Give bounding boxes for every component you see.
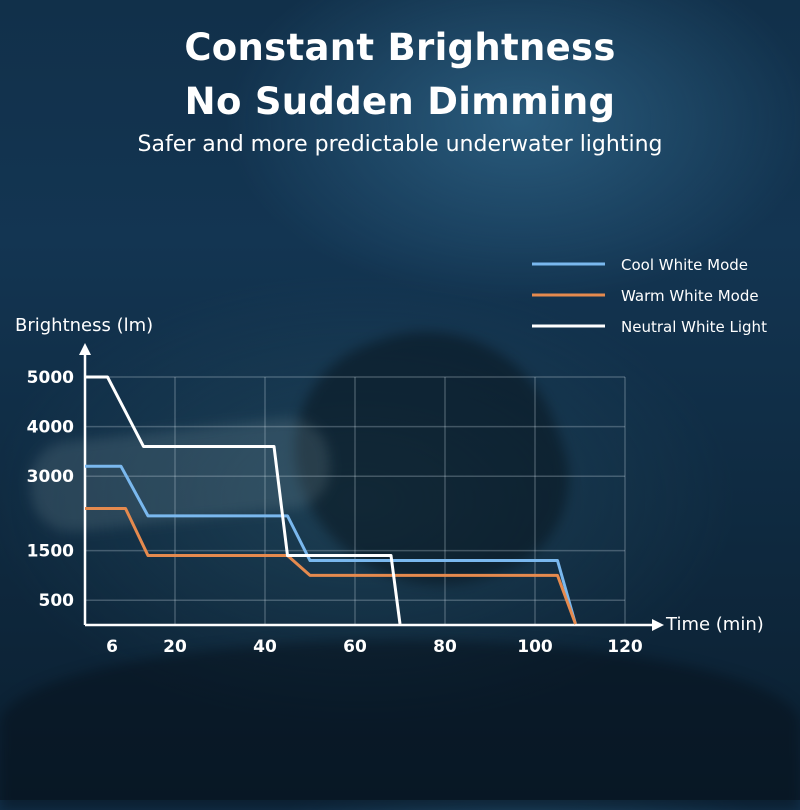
x-axis-label: Time (min) [665, 614, 764, 635]
y-axis-label: Brightness (lm) [15, 315, 153, 336]
x-tick-label: 40 [253, 637, 277, 657]
legend-label: Cool White Mode [621, 256, 748, 274]
x-axis-arrow [652, 619, 664, 631]
x-tick-label: 6 [106, 637, 118, 657]
series-line [85, 375, 402, 625]
y-axis-arrow [79, 343, 91, 355]
series-line [85, 506, 577, 625]
y-tick-label: 500 [39, 591, 75, 611]
y-tick-labels: 500 1500 3000 4000 5000 [27, 368, 74, 611]
y-tick-label: 4000 [27, 418, 74, 438]
chart-axes [79, 343, 664, 631]
x-tick-label: 20 [163, 637, 187, 657]
chart-series [85, 375, 577, 625]
y-tick-label: 3000 [27, 467, 74, 487]
title-line-1: Constant Brightness [184, 26, 616, 69]
x-tick-label: 100 [517, 637, 553, 657]
x-tick-label: 60 [343, 637, 367, 657]
title-line-2: No Sudden Dimming [184, 80, 616, 123]
y-tick-label: 5000 [27, 368, 74, 388]
x-tick-labels: 6 20 40 60 80 100 120 [106, 637, 643, 657]
chart-grid [85, 376, 626, 625]
series-line [85, 464, 577, 625]
legend-label: Neutral White Light [621, 318, 767, 336]
subtitle: Safer and more predictable underwater li… [137, 132, 663, 157]
legend-label: Warm White Mode [621, 287, 759, 305]
x-tick-label: 80 [433, 637, 457, 657]
y-tick-label: 1500 [27, 542, 74, 562]
chart-legend: Cool White Mode Warm White Mode Neutral Wh… [532, 256, 767, 336]
x-tick-label: 120 [607, 637, 643, 657]
